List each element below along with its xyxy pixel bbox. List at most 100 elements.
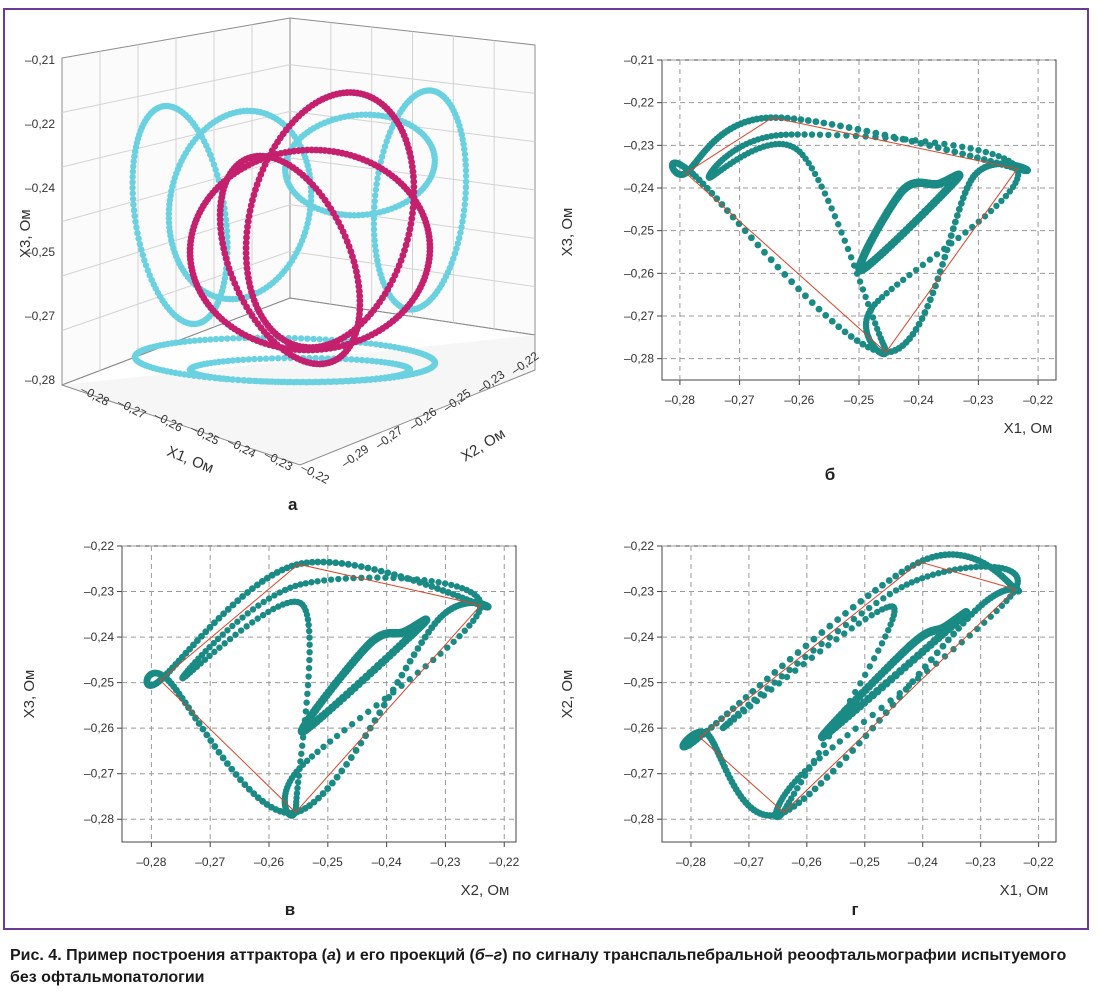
panel-c-point: [320, 743, 327, 751]
panel-d-point: [815, 749, 822, 757]
panel-b-point: [703, 184, 711, 192]
panel-a-proj-point: [297, 335, 305, 342]
panel-a-proj-point: [431, 358, 439, 366]
figure-caption: Рис. 4. Пример построения аттрактора (а)…: [10, 945, 1090, 989]
panel-b-point: [841, 237, 848, 244]
panel-c-point: [444, 644, 451, 651]
panel-b-point: [815, 305, 823, 313]
panel-d-point: [857, 680, 864, 687]
panel-c-point: [210, 639, 217, 647]
panel-d-point: [741, 708, 748, 715]
panel-a-proj-point: [462, 184, 470, 191]
panel-d-point: [903, 581, 911, 588]
panel-d-point: [806, 790, 813, 798]
panel-d-point: [786, 655, 794, 663]
panel-a-attractor-point: [243, 234, 250, 241]
panel-c-point: [435, 579, 442, 586]
panel-c-point: [410, 651, 418, 659]
panel-b-point: [862, 293, 869, 301]
panel-c-point: [195, 720, 203, 727]
panel-c-xtick-label: –0,28: [136, 855, 166, 869]
panel-a-proj-point: [186, 337, 193, 345]
panel-d-point: [962, 564, 969, 572]
panel-d-point: [918, 575, 926, 582]
panel-b-point: [801, 292, 809, 300]
panel-c-point: [215, 748, 223, 756]
panel-a-proj-point: [212, 166, 219, 173]
panel-b-hull: [685, 117, 1019, 354]
panel-b-point: [869, 314, 877, 321]
panel-a-proj-point: [312, 378, 319, 386]
panel-a-attractor-point: [339, 228, 347, 236]
panel-d-projection-chart: –0,28 –0,27 –0,26 –0,25 –0,24 –0,23 –0,22 –0,22…: [559, 539, 1057, 919]
panel-b-point: [865, 300, 872, 308]
panel-c-point: [239, 614, 246, 621]
panel-d-point: [792, 667, 799, 674]
panel-a-proj-point: [293, 378, 301, 386]
panel-b-point: [754, 241, 762, 249]
panel-a-proj-point: [223, 222, 230, 229]
panel-a-proj-point: [207, 336, 214, 343]
panel-a-attractor-point: [409, 209, 416, 217]
panel-d-point: [800, 795, 808, 803]
panel-c-point: [324, 785, 332, 792]
panel-a-proj-point: [453, 245, 460, 252]
panel-b-point: [859, 286, 867, 293]
panel-b-attractor-points: [668, 114, 1032, 358]
panel-a-proj-point: [291, 335, 299, 342]
panel-b-point: [941, 140, 948, 148]
panel-d-point: [875, 647, 882, 654]
panel-c-point: [293, 794, 300, 802]
panel-c-point: [226, 635, 234, 643]
panel-b-point: [875, 330, 883, 338]
panel-d-point: [892, 572, 900, 580]
panel-a-proj-point: [306, 211, 313, 218]
panel-d-point: [887, 697, 894, 704]
panel-c-point: [265, 595, 273, 602]
panel-c-point: [365, 708, 372, 715]
panel-d-point: [966, 632, 973, 639]
panel-a-proj-point: [342, 377, 349, 385]
panel-d-point: [874, 608, 881, 616]
panel-a-proj-point: [455, 234, 463, 242]
panel-c-point: [320, 577, 328, 584]
panel-b-point: [961, 189, 969, 197]
panel-a-label: а: [288, 495, 298, 514]
panel-c-point: [306, 641, 313, 648]
panel-c-point: [351, 561, 359, 569]
panel-d-xtick-label: –0,22: [1024, 855, 1054, 869]
panel-a-proj-point: [371, 231, 378, 239]
panel-d-point: [924, 667, 931, 675]
panel-a-proj-point: [358, 356, 366, 364]
caption-label-bg: б–г: [474, 947, 503, 964]
panel-b-point: [962, 229, 969, 236]
panel-b-point: [931, 139, 939, 146]
panel-a-proj-point: [373, 180, 380, 188]
panel-a-attractor-point: [243, 228, 251, 236]
panel-d-point: [747, 703, 754, 710]
panel-a-proj-point: [460, 207, 468, 214]
panel-d-point: [818, 640, 825, 648]
panel-c-point: [434, 585, 441, 592]
panel-d-point: [834, 616, 842, 624]
panel-d-point: [834, 627, 842, 635]
panel-d-point: [826, 622, 834, 630]
panel-c-point: [338, 560, 346, 567]
panel-a-proj-point: [372, 247, 379, 255]
panel-c-ytick-label: –0,28: [84, 812, 114, 826]
panel-a-attractor-point: [410, 173, 417, 181]
panel-c-point: [406, 676, 413, 683]
panel-a-attractor-point: [410, 178, 418, 186]
panel-a-proj-point: [348, 356, 355, 363]
panel-d-point: [929, 571, 937, 578]
panel-d-point: [756, 681, 764, 689]
panel-d-point: [861, 671, 869, 678]
panel-a-proj-point: [459, 218, 466, 225]
panel-a-proj-point: [287, 378, 294, 386]
figure-frame: [3, 8, 1089, 930]
panel-a-zlabel: X3, Ом: [17, 209, 34, 258]
panel-c-point: [305, 664, 313, 672]
panel-c-point: [328, 779, 336, 787]
panel-b-point: [825, 131, 832, 139]
panel-c-point: [366, 574, 373, 581]
